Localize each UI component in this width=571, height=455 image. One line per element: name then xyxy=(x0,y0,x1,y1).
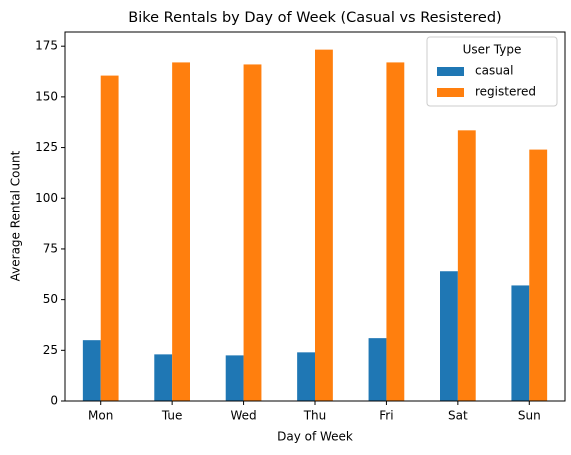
bar xyxy=(243,64,262,401)
y-tick-label: 75 xyxy=(43,241,58,255)
bar xyxy=(297,352,315,401)
x-tick-label: Tue xyxy=(161,409,183,423)
bar xyxy=(154,354,173,401)
bar xyxy=(368,338,387,401)
bar xyxy=(386,62,405,402)
x-tick-label: Fri xyxy=(379,409,393,423)
x-tick-label: Thu xyxy=(303,409,327,423)
legend-label: registered xyxy=(475,85,536,99)
y-tick-label: 175 xyxy=(35,39,58,53)
y-tick-label: 100 xyxy=(35,191,58,205)
y-tick-label: 125 xyxy=(35,140,58,154)
chart-title: Bike Rentals by Day of Week (Casual vs R… xyxy=(128,10,501,26)
bar xyxy=(315,49,333,402)
legend-swatch xyxy=(437,88,464,97)
y-tick-label: 0 xyxy=(50,394,58,408)
bar xyxy=(100,75,119,401)
bar xyxy=(511,285,530,401)
legend-title: User Type xyxy=(463,43,522,57)
bar xyxy=(529,149,548,401)
legend-swatch xyxy=(437,67,464,76)
y-axis-label: Average Rental Count xyxy=(9,150,23,281)
bar xyxy=(440,271,458,401)
bar xyxy=(225,355,244,401)
plot-frame xyxy=(64,31,566,402)
x-tick-label: Wed xyxy=(230,409,256,423)
x-axis-label: Day of Week xyxy=(277,430,353,444)
legend-label: casual xyxy=(475,64,514,78)
x-tick-label: Sun xyxy=(518,409,541,423)
bar xyxy=(172,62,190,402)
bar xyxy=(82,340,101,401)
y-tick-label: 25 xyxy=(43,343,58,357)
bar xyxy=(457,130,476,402)
x-tick-label: Mon xyxy=(88,409,113,423)
y-tick-label: 50 xyxy=(43,292,58,306)
y-tick-label: 150 xyxy=(35,89,58,103)
x-tick-label: Sat xyxy=(448,409,468,423)
